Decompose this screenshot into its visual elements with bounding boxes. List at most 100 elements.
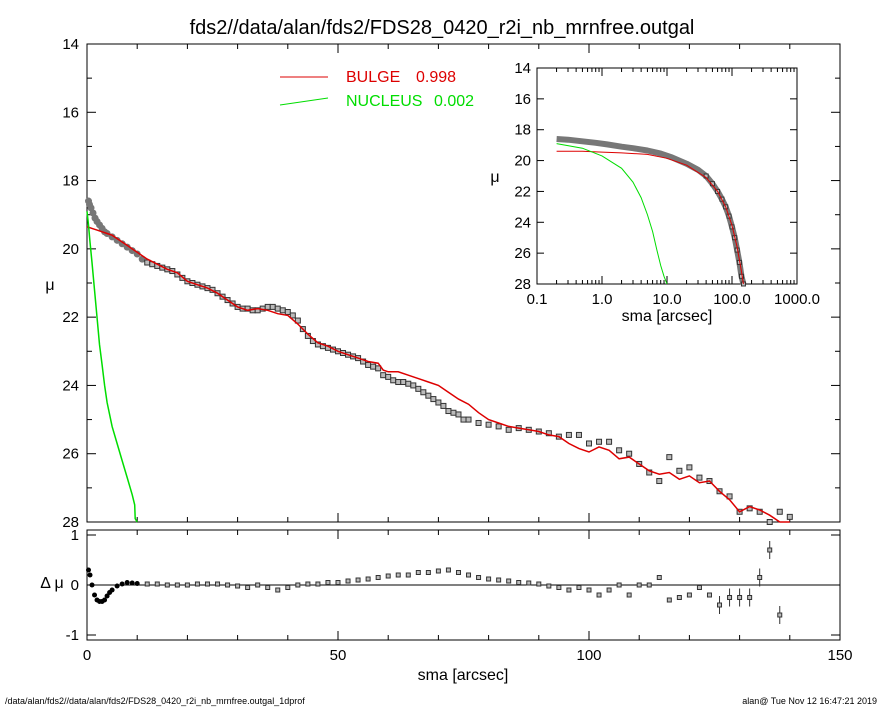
x-tick-label: 50 xyxy=(330,647,347,664)
data-point xyxy=(656,478,663,485)
residual-point xyxy=(656,575,662,580)
data-point xyxy=(460,416,467,423)
x-tick-label: 0.1 xyxy=(527,291,548,308)
residual-point xyxy=(119,581,125,587)
data-point xyxy=(455,411,462,418)
residual-point xyxy=(102,597,108,603)
y-tick-label: 14 xyxy=(514,60,531,77)
residual-point xyxy=(496,577,502,583)
data-point xyxy=(269,303,276,310)
residual-point xyxy=(174,582,180,588)
data-point xyxy=(575,431,582,438)
residual-point xyxy=(335,580,341,585)
y-tick-label: 28 xyxy=(62,514,79,531)
residual-point xyxy=(405,572,411,578)
residual-point xyxy=(104,593,110,599)
residual-point xyxy=(536,581,542,587)
y-tick-label: 22 xyxy=(62,309,79,326)
residual-point xyxy=(616,582,622,588)
residual-point xyxy=(526,580,532,586)
data-point xyxy=(676,467,683,474)
y-tick-label: 1 xyxy=(71,527,79,544)
data-point xyxy=(565,431,572,438)
residual-point xyxy=(114,583,120,589)
residual-point xyxy=(134,581,140,586)
data-point xyxy=(465,416,472,423)
data-point xyxy=(626,450,633,457)
legend-line xyxy=(279,97,329,106)
footer-left: /data/alan/fds2//data/alan/fds2/FDS28_04… xyxy=(5,696,305,706)
data-point xyxy=(390,377,397,384)
data-point xyxy=(410,382,417,389)
x-axis-label: sma [arcsec] xyxy=(418,667,509,684)
inset-bulge-line xyxy=(556,150,744,285)
data-point xyxy=(133,250,141,258)
residual-point xyxy=(606,587,612,593)
residual-point xyxy=(435,568,441,574)
y-axis-label: Δ μ xyxy=(40,575,63,592)
data-point xyxy=(586,440,592,447)
data-point xyxy=(485,421,492,428)
data-point xyxy=(686,464,693,471)
residual-point xyxy=(225,582,231,588)
x-tick-label: 100.0 xyxy=(713,291,751,308)
y-tick-label: 24 xyxy=(514,214,531,231)
residual-point xyxy=(184,582,190,588)
residual-point xyxy=(747,595,753,600)
residual-point xyxy=(626,592,632,598)
residual-point xyxy=(486,576,492,582)
residual-point xyxy=(717,602,723,608)
data-point xyxy=(375,365,382,372)
residual-point xyxy=(86,567,92,573)
residual-point xyxy=(415,570,421,575)
residual-point xyxy=(275,587,281,593)
y-tick-label: 18 xyxy=(514,122,531,139)
data-point xyxy=(415,385,422,392)
residual-point xyxy=(676,595,682,600)
data-point xyxy=(385,373,392,380)
inset-background xyxy=(537,68,797,284)
residual-point xyxy=(596,592,602,598)
data-point xyxy=(400,379,407,386)
residual-point xyxy=(476,575,482,580)
legend-value: 0.002 xyxy=(434,93,474,110)
residual-point xyxy=(129,580,135,586)
data-point xyxy=(666,454,673,461)
data-point xyxy=(505,426,512,433)
y-tick-label: 24 xyxy=(62,377,79,394)
residual-point xyxy=(686,592,692,598)
residual-point xyxy=(767,547,773,553)
residual-point xyxy=(215,581,221,587)
residual-point xyxy=(87,572,93,578)
data-point xyxy=(425,392,432,399)
data-point xyxy=(365,361,372,368)
data-point xyxy=(128,247,136,255)
data-point xyxy=(395,379,402,386)
inset-y-axis-label: μ xyxy=(490,169,499,186)
data-point xyxy=(606,438,613,445)
data-point xyxy=(445,408,452,415)
residual-point xyxy=(737,595,743,600)
legend: BULGE 0.998 NUCLEUS 0.002 xyxy=(279,69,474,110)
footer-right: alan@ Tue Nov 12 16:47:21 2019 xyxy=(742,696,877,706)
data-point xyxy=(616,447,623,454)
residual-point xyxy=(355,577,361,583)
residual-point xyxy=(706,592,712,598)
inset-x-axis-label: sma [arcsec] xyxy=(622,308,713,325)
residual-point xyxy=(194,581,200,587)
residual-point xyxy=(666,597,672,603)
residual-point xyxy=(727,595,733,600)
nucleus-line xyxy=(86,211,138,523)
data-point xyxy=(766,519,773,525)
y-tick-label: 20 xyxy=(62,241,79,258)
residual-point xyxy=(516,580,522,585)
data-point xyxy=(776,508,783,515)
main-panel: 14 16 18 20 22 24 26 28 μ xyxy=(45,36,841,531)
data-point xyxy=(495,423,502,430)
residual-point xyxy=(154,581,160,587)
data-point xyxy=(284,309,291,316)
residual-point xyxy=(466,572,472,578)
residual-point xyxy=(204,581,210,587)
data-point xyxy=(264,303,271,310)
